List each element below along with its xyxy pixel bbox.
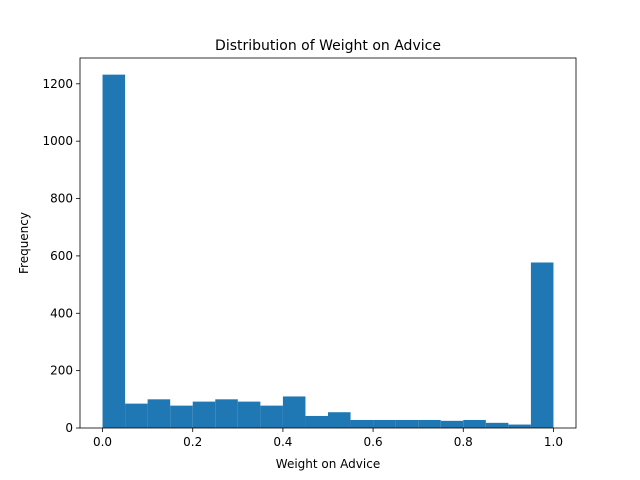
histogram-bar (508, 424, 531, 428)
histogram-bar (192, 401, 216, 428)
histogram-bar (237, 401, 261, 428)
y-tick-label: 1000 (42, 134, 73, 148)
histogram-bar (418, 419, 441, 428)
histogram-bar (215, 399, 238, 428)
plot-frame (79, 57, 577, 429)
x-tick-label: 0.2 (183, 435, 202, 449)
histogram-bar (282, 396, 306, 428)
histogram-bar (485, 422, 509, 428)
bars-group (102, 74, 554, 429)
y-axis: 0 200 400 600 800 1000 1200 (42, 77, 80, 435)
y-axis-label: Frequency (17, 212, 31, 274)
y-tick-label: 400 (50, 306, 73, 320)
histogram-bar (530, 262, 554, 428)
histogram-bar (350, 419, 374, 428)
histogram-bar (328, 412, 351, 428)
histogram-bar (170, 405, 193, 428)
y-tick-label: 800 (50, 192, 73, 206)
histogram-bar (147, 399, 171, 428)
x-tick-label: 1.0 (544, 435, 563, 449)
y-tick-label: 1200 (42, 77, 73, 91)
histogram-bar (463, 419, 486, 428)
y-tick-label: 0 (65, 421, 73, 435)
x-tick-label: 0.4 (273, 435, 292, 449)
x-tick-label: 0.6 (364, 435, 383, 449)
y-tick-label: 600 (50, 249, 73, 263)
y-tick-label: 200 (50, 364, 73, 378)
histogram-bar (305, 415, 328, 428)
x-tick-label: 0.0 (93, 435, 112, 449)
histogram-bar (373, 419, 396, 428)
histogram-bar (102, 74, 126, 429)
x-axis: 0.0 0.2 0.4 0.6 0.8 1.0 (93, 428, 563, 449)
chart-title: Distribution of Weight on Advice (215, 38, 441, 54)
x-tick-label: 0.8 (454, 435, 473, 449)
histogram-bar (440, 420, 464, 428)
x-axis-label: Weight on Advice (276, 457, 380, 471)
histogram-bar (260, 405, 283, 428)
histogram-bar (125, 403, 148, 428)
histogram-bar (395, 419, 419, 428)
